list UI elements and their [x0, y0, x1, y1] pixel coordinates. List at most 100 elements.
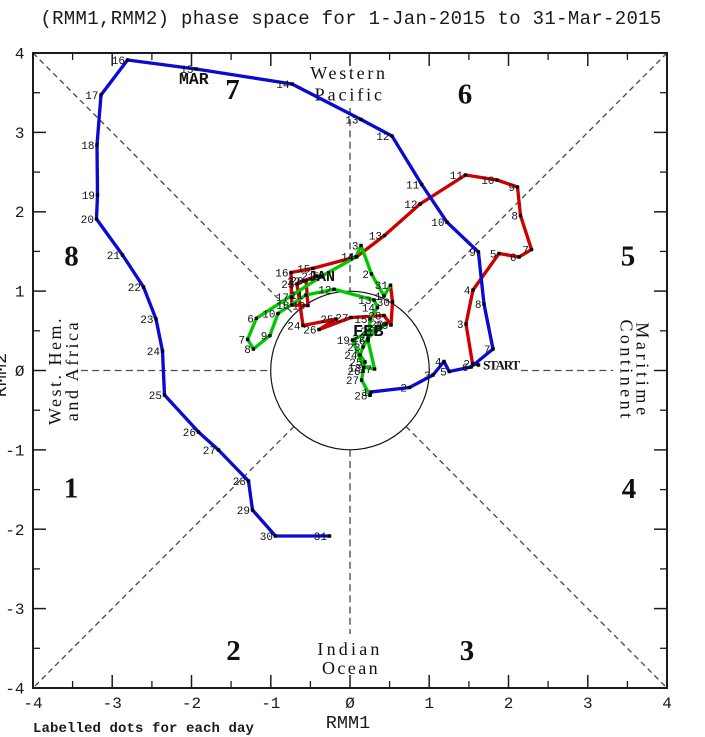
svg-text:8: 8 [511, 212, 518, 224]
svg-text:28: 28 [354, 391, 367, 403]
svg-text:27: 27 [346, 376, 359, 388]
svg-text:10: 10 [262, 310, 275, 322]
svg-text:4: 4 [662, 695, 672, 713]
svg-text:4: 4 [435, 358, 442, 370]
svg-text:4: 4 [347, 253, 354, 265]
svg-text:9: 9 [261, 332, 268, 344]
svg-text:7: 7 [225, 74, 240, 106]
svg-text:21: 21 [360, 327, 374, 339]
svg-text:7: 7 [522, 246, 529, 258]
svg-text:14: 14 [276, 80, 290, 92]
svg-text:21: 21 [301, 272, 315, 284]
svg-text:22: 22 [287, 277, 300, 289]
svg-text:6: 6 [458, 79, 473, 111]
svg-text:24: 24 [147, 347, 161, 359]
svg-text:6: 6 [510, 253, 517, 265]
svg-text:2: 2 [226, 635, 241, 667]
svg-text:and Africa: and Africa [62, 320, 82, 421]
svg-text:21: 21 [107, 251, 121, 263]
svg-text:16: 16 [352, 337, 365, 349]
svg-text:29: 29 [237, 506, 250, 518]
svg-text:-1: -1 [261, 695, 280, 713]
svg-text:17: 17 [85, 91, 98, 103]
svg-text:-2: -2 [182, 695, 201, 713]
svg-text:15: 15 [180, 65, 193, 77]
svg-text:18: 18 [348, 363, 361, 375]
svg-text:6: 6 [247, 314, 254, 326]
svg-text:11: 11 [450, 171, 464, 183]
svg-text:23: 23 [347, 343, 360, 355]
svg-text:15: 15 [297, 264, 310, 276]
svg-text:24: 24 [287, 322, 301, 334]
svg-text:28: 28 [368, 312, 381, 324]
svg-text:19: 19 [82, 191, 95, 203]
svg-text:29: 29 [375, 321, 388, 333]
svg-text:28: 28 [233, 477, 246, 489]
svg-text:12: 12 [376, 132, 389, 144]
svg-text:5: 5 [313, 272, 320, 284]
svg-text:20: 20 [370, 320, 383, 332]
svg-text:27: 27 [203, 446, 216, 458]
svg-text:8: 8 [475, 300, 482, 312]
svg-text:14: 14 [341, 253, 355, 265]
svg-text:Pacific: Pacific [315, 85, 385, 105]
svg-text:4: 4 [622, 473, 637, 505]
svg-text:-3: -3 [103, 695, 122, 713]
svg-text:19: 19 [337, 336, 350, 348]
svg-text:7: 7 [484, 345, 491, 357]
svg-text:23: 23 [281, 280, 294, 292]
svg-text:26: 26 [183, 428, 196, 440]
svg-text:19: 19 [292, 302, 305, 314]
svg-text:10: 10 [431, 218, 444, 230]
svg-text:6: 6 [462, 363, 469, 375]
svg-text:RMM1: RMM1 [326, 713, 370, 730]
svg-text:26: 26 [303, 326, 316, 338]
svg-text:30: 30 [377, 298, 390, 310]
svg-text:-4: -4 [5, 681, 24, 699]
svg-text:25: 25 [149, 391, 162, 403]
svg-text:5: 5 [490, 250, 497, 262]
svg-text:22: 22 [352, 334, 365, 346]
svg-text:West. Hem.: West. Hem. [45, 316, 65, 425]
svg-text:5: 5 [621, 241, 636, 273]
svg-text:27: 27 [335, 314, 348, 326]
svg-text:26: 26 [347, 367, 360, 379]
svg-text:2: 2 [400, 384, 407, 396]
svg-text:3: 3 [424, 371, 431, 383]
svg-text:11: 11 [406, 181, 420, 193]
svg-text:9: 9 [508, 183, 515, 195]
svg-text:31: 31 [375, 281, 389, 293]
svg-text:2: 2 [362, 270, 369, 282]
svg-text:20: 20 [290, 277, 303, 289]
svg-text:16: 16 [112, 56, 125, 68]
svg-text:15: 15 [354, 315, 367, 327]
svg-text:22: 22 [128, 283, 141, 295]
svg-text:18: 18 [81, 141, 94, 153]
svg-text:11: 11 [290, 291, 304, 303]
svg-text:9: 9 [469, 248, 476, 260]
svg-text:Ø: Ø [15, 363, 25, 381]
svg-text:17: 17 [276, 293, 289, 305]
svg-text:20: 20 [81, 215, 94, 227]
svg-text:-3: -3 [5, 601, 24, 619]
svg-text:Western: Western [310, 63, 387, 83]
svg-text:2: 2 [15, 204, 25, 222]
svg-text:7: 7 [238, 335, 245, 347]
svg-text:18: 18 [276, 301, 289, 313]
svg-text:-1: -1 [5, 442, 24, 460]
svg-text:Continent: Continent [617, 319, 637, 421]
svg-text:25: 25 [349, 358, 362, 370]
svg-text:8: 8 [64, 241, 79, 273]
svg-text:3: 3 [352, 242, 359, 254]
svg-text:4: 4 [15, 46, 25, 64]
svg-text:3: 3 [15, 125, 25, 143]
svg-text:1: 1 [375, 292, 382, 304]
svg-text:5: 5 [440, 368, 447, 380]
svg-text:1: 1 [362, 388, 369, 400]
svg-text:START: START [483, 358, 520, 373]
svg-text:3: 3 [583, 695, 593, 713]
svg-text:13: 13 [358, 296, 371, 308]
svg-text:(RMM1,RMM2) phase space for 1: (RMM1,RMM2) phase space for 1-Jan-2015 t… [40, 8, 661, 30]
svg-text:16: 16 [275, 269, 288, 281]
svg-text:14: 14 [362, 304, 376, 316]
